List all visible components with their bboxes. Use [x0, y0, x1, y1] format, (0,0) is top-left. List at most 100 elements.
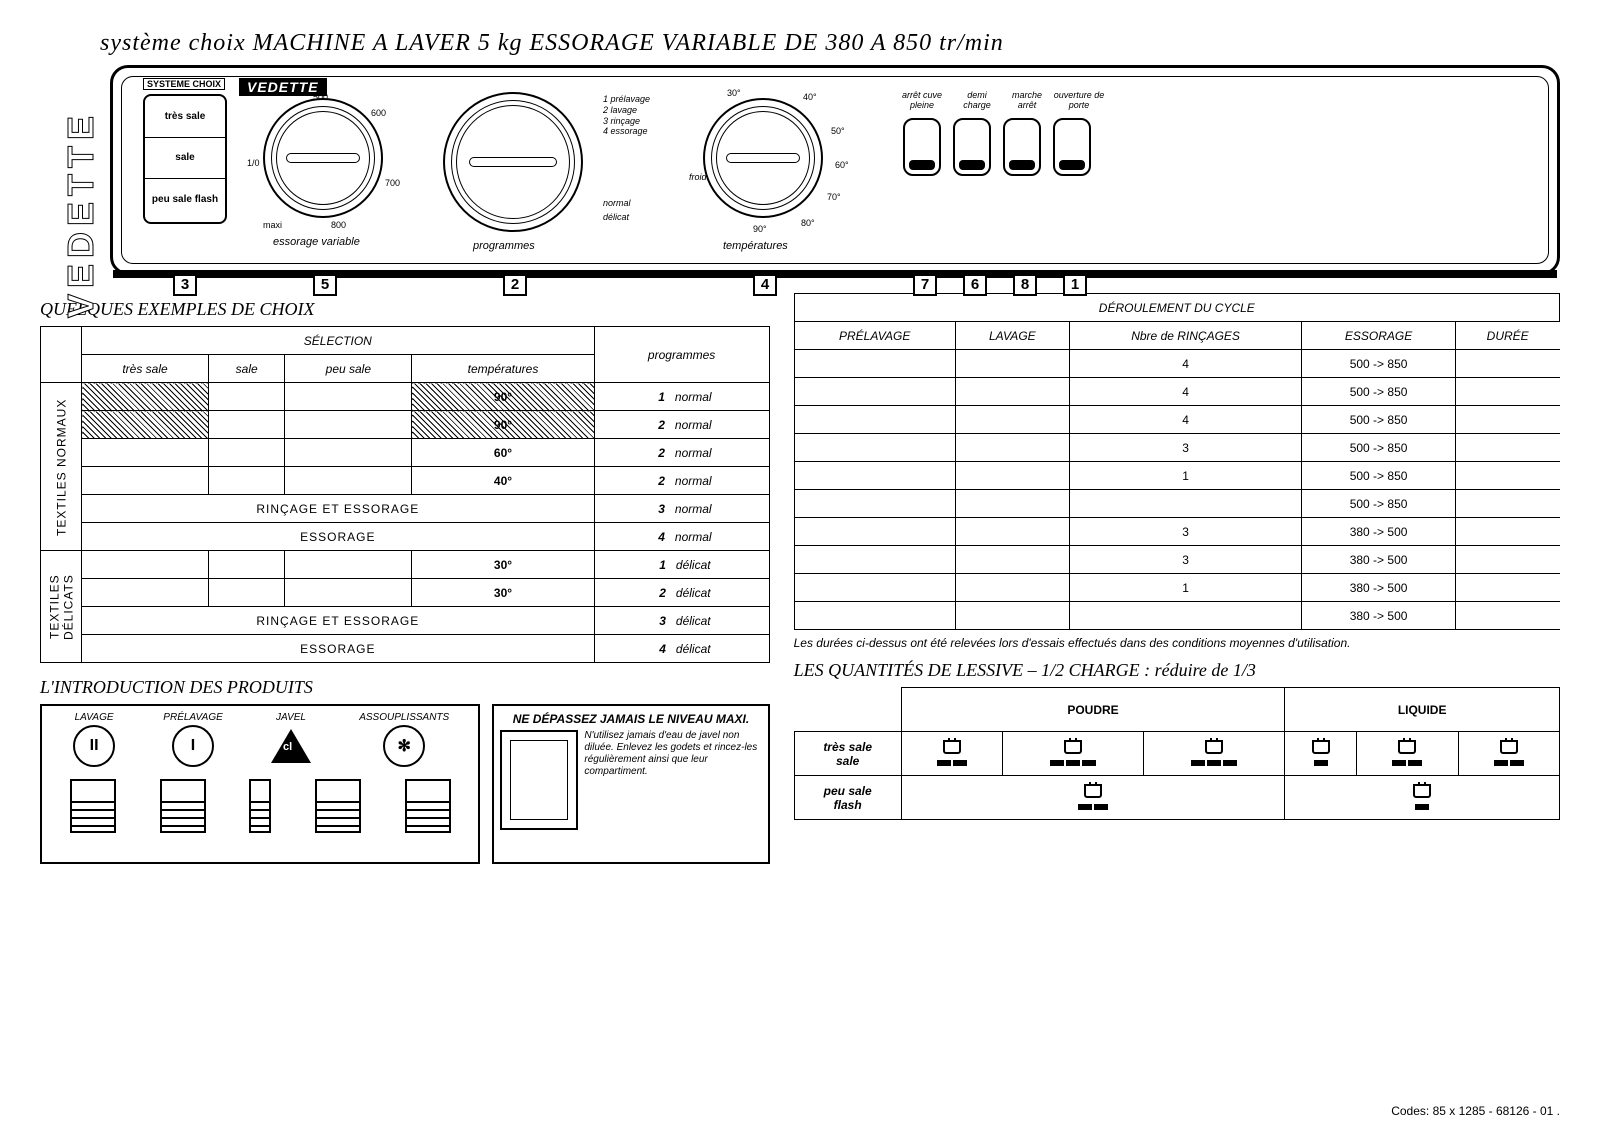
table-row: ESSORAGE4 délicat [41, 635, 770, 663]
spin-mark-500: 500 [313, 92, 328, 102]
btn6-label: demi charge [955, 90, 999, 110]
program-cell: 3 délicat [594, 607, 769, 635]
program-cell: 4 normal [594, 523, 769, 551]
table-row: TEXTILES DÉLICATS30°1 délicat [41, 551, 770, 579]
cycle-cell: 500 -> 850 [1302, 490, 1456, 518]
cycle-cell: 500 -> 850 [1302, 406, 1456, 434]
soil-cell [285, 439, 412, 467]
cycle-cell [794, 406, 955, 434]
cycle-cell [955, 462, 1069, 490]
cycle-cell [955, 518, 1069, 546]
cycle-cell [794, 378, 955, 406]
merged-cell: RINÇAGE ET ESSORAGE [82, 607, 595, 635]
temperature-dial[interactable] [703, 98, 823, 218]
table-row: 90°2 normal [41, 411, 770, 439]
col-tres-sale: très sale [82, 355, 209, 383]
systeme-choix-label: SYSTEME CHOIX [143, 78, 225, 90]
col-rincages: Nbre de RINÇAGES [1069, 322, 1301, 350]
cycle-cell: 380 -> 500 [1302, 518, 1456, 546]
footer-code: Codes: 85 x 1285 - 68126 - 01 . [1391, 1104, 1560, 1118]
cycle-cell: 4 [1069, 378, 1301, 406]
soil-cell [209, 467, 285, 495]
table-row: 40°2 normal [41, 467, 770, 495]
col-poudre: POUDRE [901, 688, 1285, 732]
program-dial[interactable] [443, 92, 583, 232]
table-row: ESSORAGE4 normal [41, 523, 770, 551]
soil-tres-sale[interactable]: très sale [145, 96, 225, 138]
table-row: 3500 -> 850 [794, 434, 1559, 462]
button-ouverture-porte[interactable] [1053, 118, 1091, 176]
col-essorage: ESSORAGE [1302, 322, 1456, 350]
table-row: 3380 -> 500 [794, 518, 1559, 546]
col-duree: DURÉE [1455, 322, 1559, 350]
cycle-cell [1455, 462, 1559, 490]
table-row: 4500 -> 850 [794, 350, 1559, 378]
ref-1: 1 [1063, 274, 1087, 296]
program-cell: 4 délicat [594, 635, 769, 663]
detergent-table: POUDRE LIQUIDE très sale sale peu sale f… [794, 687, 1560, 820]
temperature-dial-label: températures [723, 240, 788, 252]
col-sale: sale [209, 355, 285, 383]
btn8-label: marche arrêt [1005, 90, 1049, 110]
soil-cell [285, 551, 412, 579]
cycle-note: Les durées ci-dessus ont été relevées lo… [794, 636, 1560, 650]
soil-cell [82, 579, 209, 607]
prod-lavage-label: LAVAGE [71, 712, 117, 723]
program-dial-label: programmes [473, 240, 535, 252]
cycle-cell: 3 [1069, 434, 1301, 462]
table-row: 1380 -> 500 [794, 574, 1559, 602]
merged-cell: ESSORAGE [82, 523, 595, 551]
button-arret-cuve[interactable] [903, 118, 941, 176]
program-cell: 1 délicat [594, 551, 769, 579]
soil-cell [209, 411, 285, 439]
table-row: RINÇAGE ET ESSORAGE3 normal [41, 495, 770, 523]
det-row-peu-sale: peu sale flash [794, 776, 1559, 820]
soil-sale[interactable]: sale [145, 138, 225, 180]
spin-mark-off: 1/0 [247, 158, 260, 168]
soil-cell [209, 579, 285, 607]
drawer-small-icon [249, 779, 271, 833]
javel-symbol-icon: cl [271, 729, 311, 763]
soil-cell [285, 383, 412, 411]
ref-2: 2 [503, 274, 527, 296]
prelavage-symbol-icon: I [172, 725, 214, 767]
soil-level-selector[interactable]: très sale sale peu sale flash [143, 94, 227, 224]
table-row: 500 -> 850 [794, 490, 1559, 518]
spin-speed-dial[interactable] [263, 98, 383, 218]
cycle-cell [1455, 602, 1559, 630]
button-marche-arret[interactable] [1003, 118, 1041, 176]
page-title: système choix MACHINE A LAVER 5 kg ESSOR… [100, 30, 1560, 57]
soil-cell [82, 551, 209, 579]
soil-cell [209, 383, 285, 411]
program-normal-label: normal [603, 198, 631, 208]
cycle-cell: 500 -> 850 [1302, 434, 1456, 462]
table-row: 3380 -> 500 [794, 546, 1559, 574]
program-cell: 1 normal [594, 383, 769, 411]
col-liquide: LIQUIDE [1285, 688, 1560, 732]
cycle-cell [794, 462, 955, 490]
button-demi-charge[interactable] [953, 118, 991, 176]
soil-cell [82, 439, 209, 467]
ref-5: 5 [313, 274, 337, 296]
temp-50: 50° [831, 126, 845, 136]
cycle-cell [955, 602, 1069, 630]
cycle-cell [955, 406, 1069, 434]
table-row: 380 -> 500 [794, 602, 1559, 630]
program-cell: 2 délicat [594, 579, 769, 607]
soil-peu-sale[interactable]: peu sale flash [145, 179, 225, 221]
ref-8: 8 [1013, 274, 1037, 296]
warn-title: NE DÉPASSEZ JAMAIS LE NIVEAU MAXI. [500, 712, 761, 726]
cycle-cell: 3 [1069, 518, 1301, 546]
prod-javel-label: JAVEL [269, 712, 313, 723]
dispenser-diagram-icon [500, 730, 578, 830]
cycle-cell [955, 574, 1069, 602]
col-programmes: programmes [594, 327, 769, 383]
cycle-cell [1455, 518, 1559, 546]
cycle-cell [955, 546, 1069, 574]
cycle-cell [794, 490, 955, 518]
program-legend: 1 prélavage 2 lavage 3 rinçage 4 essorag… [603, 94, 650, 137]
control-panel: SYSTEME CHOIX VEDETTE très sale sale peu… [110, 65, 1560, 275]
cycle-cell [1455, 490, 1559, 518]
col-prelavage: PRÉLAVAGE [794, 322, 955, 350]
cycle-cell: 500 -> 850 [1302, 378, 1456, 406]
